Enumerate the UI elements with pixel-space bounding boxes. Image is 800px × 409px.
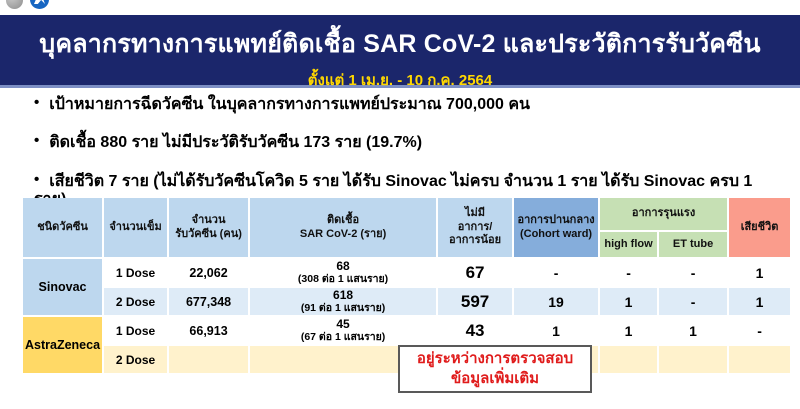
cell-infected: 68 (308 ต่อ 1 แสนราย)	[250, 259, 437, 286]
vaccine-infection-table: ชนิดวัคซีน จำนวนเข็ม จำนวน รับวัคซีน (คน…	[21, 196, 792, 375]
cell-death: 1	[729, 259, 791, 286]
gray-avatar-icon[interactable]	[6, 0, 23, 9]
table-row-sinovac-1dose: Sinovac 1 Dose 22,062 68 (308 ต่อ 1 แสนร…	[23, 259, 791, 315]
cell-dose: 2 Dose	[104, 288, 168, 315]
cell-infected: 45 (67 ต่อ 1 แสนราย)	[250, 317, 437, 344]
cell-moderate: 1	[514, 317, 599, 344]
cell-infected-rate: (91 ต่อ 1 แสนราย)	[300, 302, 386, 314]
cell-et-tube: 1	[659, 317, 728, 344]
note-line-1: อยู่ระหว่างการตรวจสอบ	[416, 349, 574, 367]
col-header-doses: จำนวนเข็ม	[104, 198, 168, 257]
note-line-2: ข้อมูลเพิ่มเติม	[450, 370, 539, 387]
cell-infected-count: 618	[333, 288, 354, 302]
cell-et-tube: -	[659, 288, 728, 315]
col-header-vaccinated: จำนวน รับวัคซีน (คน)	[169, 198, 249, 257]
table-row-astrazeneca-1dose: AstraZeneca 1 Dose 66,913 45 (67 ต่อ 1 แ…	[23, 317, 791, 373]
table-header-row: ชนิดวัคซีน จำนวนเข็ม จำนวน รับวัคซีน (คน…	[23, 198, 791, 257]
cell-vaccinated: 677,348	[169, 288, 249, 315]
col-header-high-flow: high flow	[600, 232, 658, 257]
cell-death: -	[729, 317, 791, 344]
pending-verification-note: อยู่ระหว่างการตรวจสอบ ข้อมูลเพิ่มเติม	[398, 345, 592, 393]
cell-infected-rate: (308 ต่อ 1 แสนราย)	[297, 273, 389, 285]
cell-vaccinated: 66,913	[169, 317, 249, 344]
cell-infected: 618 (91 ต่อ 1 แสนราย)	[250, 288, 437, 315]
cell-infected-rate: (67 ต่อ 1 แสนราย)	[300, 331, 386, 343]
col-header-severe: อาการรุนแรง	[600, 198, 728, 230]
blue-app-icon[interactable]	[30, 0, 49, 9]
cell-infected-count: 68	[336, 259, 350, 273]
cell-high-flow: 1	[600, 288, 658, 315]
cell-et-tube: -	[659, 259, 728, 286]
table-row-sinovac-2dose: 2 Dose 677,348 618 (91 ต่อ 1 แสนราย) 597…	[23, 288, 791, 315]
col-header-asymptomatic: ไม่มี อาการ/ อาการน้อย	[438, 198, 513, 257]
cell-death: 1	[729, 288, 791, 315]
table-subheader-row: high flow ET tube	[23, 232, 790, 257]
cell-moderate: -	[514, 259, 599, 286]
cell-infected-count: 45	[336, 317, 350, 331]
bullet-vaccination-target: เป้าหมายการฉีดวัคซีน ในบุคลากรทางการแพทย…	[34, 96, 784, 114]
cell-high-flow: -	[600, 259, 658, 286]
cell-vaccinated	[169, 346, 249, 373]
cell-asymptomatic: 597	[438, 288, 513, 315]
bullet-infections: ติดเชื้อ 880 ราย ไม่มีประวัติรับวัคซีน 1…	[34, 134, 784, 152]
cell-dose: 2 Dose	[104, 346, 168, 373]
col-header-death: เสียชีวิต	[729, 198, 791, 257]
cell-asymptomatic: 67	[438, 259, 513, 286]
page-title: บุคลากรทางการแพทย์ติดเชื้อ SAR CoV-2 และ…	[39, 30, 761, 58]
cell-vaccine-label: Sinovac	[23, 259, 103, 315]
page-subtitle-date-range: ตั้งแต่ 1 เม.ย. - 10 ก.ค. 2564	[307, 72, 493, 89]
slide-header-banner: บุคลากรทางการแพทย์ติดเชื้อ SAR CoV-2 และ…	[0, 15, 800, 89]
topbar	[0, 0, 800, 15]
cell-vaccinated: 22,062	[169, 259, 249, 286]
cell-vaccine-label: AstraZeneca	[23, 317, 103, 373]
col-header-et-tube: ET tube	[659, 232, 728, 257]
cell-high-flow: 1	[600, 317, 658, 344]
col-header-infected: ติดเชื้อ SAR CoV-2 (ราย)	[250, 198, 437, 257]
cell-moderate: 19	[514, 288, 599, 315]
cell-asymptomatic: 43	[438, 317, 513, 344]
col-header-vaccine-type: ชนิดวัคซีน	[23, 198, 103, 257]
cell-dose: 1 Dose	[104, 317, 168, 344]
cell-dose: 1 Dose	[104, 259, 168, 286]
cell-high-flow	[600, 346, 658, 373]
cell-death	[729, 346, 791, 373]
cell-et-tube	[659, 346, 728, 373]
col-header-moderate-cohort-ward: อาการปานกลาง (Cohort ward)	[514, 198, 599, 257]
